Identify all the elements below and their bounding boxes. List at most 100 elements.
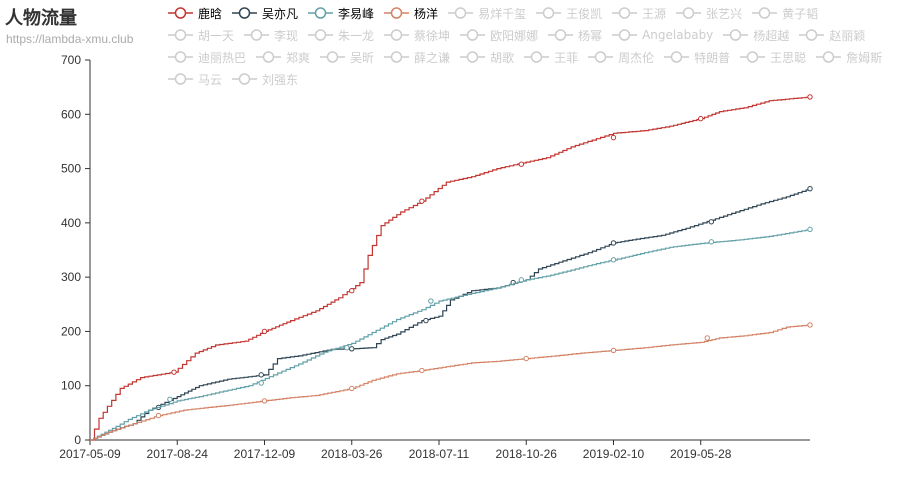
y-tick-label: 500: [61, 162, 81, 176]
legend-line-circle-icon: [460, 51, 486, 63]
legend-item[interactable]: 张艺兴: [676, 2, 742, 24]
legend-label: 薛之谦: [414, 50, 451, 65]
legend-label: 鹿晗: [198, 6, 223, 21]
chart-title: 人物流量: [5, 8, 77, 29]
legend-item[interactable]: 易烊千玺: [448, 2, 526, 24]
legend-line-circle-icon: [168, 7, 193, 19]
legend-line-circle-icon: [536, 7, 562, 19]
legend-item[interactable]: 胡一天: [168, 24, 234, 46]
series-point-3: [610, 257, 617, 263]
series-point-2: [610, 240, 617, 246]
legend-item[interactable]: 迪丽热巴: [168, 46, 246, 68]
series-point-2: [423, 317, 429, 324]
legend-line-circle-icon: [816, 51, 842, 63]
legend-label: Angelababy: [642, 28, 714, 42]
legend-item[interactable]: 王俊凯: [536, 2, 602, 24]
legend-item[interactable]: 王源: [612, 2, 666, 24]
x-tick-label: 2017-12-09: [234, 447, 296, 461]
series-point-1: [261, 328, 268, 335]
x-tick-label: 2018-10-26: [496, 447, 558, 461]
legend-label: 王俊凯: [566, 6, 603, 21]
legend-label: 吴亦凡: [262, 6, 299, 21]
legend-item[interactable]: 吴亦凡: [232, 2, 298, 24]
legend-label: 郑爽: [286, 50, 311, 65]
legend-label: 周杰伦: [618, 50, 655, 65]
legend-label: 杨洋: [414, 6, 439, 21]
legend-label: 易烊千玺: [478, 6, 527, 21]
legend-label: 特朗普: [694, 50, 731, 65]
legend-item[interactable]: 胡歌: [460, 46, 514, 68]
legend-line-circle-icon: [244, 29, 270, 41]
series-line-1: [90, 96, 811, 441]
legend-item[interactable]: 朱一龙: [308, 24, 374, 46]
series-line-2: [90, 188, 811, 441]
series-point-3: [344, 345, 350, 351]
legend-label: 王源: [642, 6, 667, 21]
legend-item[interactable]: 杨洋: [384, 2, 438, 24]
legend-label: 胡一天: [198, 28, 235, 43]
legend-line-circle-icon: [320, 51, 346, 63]
legend-line-circle-icon: [548, 29, 574, 41]
legend-label: 马云: [198, 72, 223, 87]
legend-item[interactable]: 黄子韬: [752, 2, 818, 24]
legend-item[interactable]: 王思聪: [740, 46, 806, 68]
legend-item[interactable]: 赵丽颖: [799, 24, 865, 46]
series-point-4: [807, 322, 813, 328]
y-tick-label: 400: [61, 216, 81, 230]
legend-label: 蔡徐坤: [414, 28, 451, 43]
x-tick-label: 2017-08-24: [147, 447, 209, 461]
legend-line-circle-icon: [308, 29, 334, 41]
legend-item[interactable]: 马云: [168, 68, 222, 90]
legend-label: 胡歌: [490, 50, 515, 65]
x-tick-label: 2018-03-26: [321, 447, 383, 461]
legend-item[interactable]: 特朗普: [664, 46, 730, 68]
legend-line-circle-icon: [723, 29, 749, 41]
legend-item[interactable]: 欧阳娜娜: [460, 24, 538, 46]
legend-item[interactable]: 詹姆斯: [816, 46, 882, 68]
legend-item[interactable]: 薛之谦: [384, 46, 450, 68]
legend-item[interactable]: 鹿晗: [168, 2, 222, 24]
legend-item[interactable]: 杨超越: [723, 24, 789, 46]
legend-label: 李现: [274, 28, 299, 43]
legend-item[interactable]: 吴昕: [320, 46, 374, 68]
legend-item[interactable]: 郑爽: [256, 46, 310, 68]
legend-label: 刘强东: [262, 72, 299, 87]
legend-line-circle-icon: [256, 51, 282, 63]
legend-item[interactable]: 王菲: [524, 46, 578, 68]
series-point-3: [708, 239, 715, 245]
legend-line-circle-icon: [612, 29, 638, 41]
legend-label: 朱一龙: [338, 28, 375, 43]
legend-line-circle-icon: [524, 51, 550, 63]
series-point-3: [518, 277, 525, 283]
legend-item[interactable]: 刘强东: [232, 68, 298, 90]
legend-line-circle-icon: [232, 73, 258, 85]
series-point-2: [258, 372, 264, 378]
y-tick-label: 600: [61, 107, 81, 121]
legend-item[interactable]: Angelababy: [612, 24, 713, 46]
series-point-3: [807, 226, 813, 233]
series-point-4: [523, 355, 529, 362]
series-point-2: [708, 219, 715, 225]
legend-label: 欧阳娜娜: [490, 28, 539, 43]
legend-item[interactable]: 周杰伦: [588, 46, 654, 68]
series-point-4: [349, 385, 355, 392]
legend-item[interactable]: 李易峰: [308, 2, 374, 24]
legend-item[interactable]: 杨幂: [548, 24, 602, 46]
legend-item[interactable]: 蔡徐坤: [384, 24, 450, 46]
legend-line-circle-icon: [168, 29, 193, 41]
series-point-1: [807, 94, 813, 100]
y-tick-label: 100: [61, 379, 81, 393]
series-point-1: [698, 115, 704, 122]
legend-line-circle-icon: [448, 7, 474, 19]
legend-item[interactable]: 李现: [244, 24, 298, 46]
series-point-1: [518, 161, 525, 167]
series-point-2: [349, 346, 355, 352]
x-tick-label: 2017-05-09: [59, 447, 121, 461]
legend-label: 杨幂: [578, 28, 603, 43]
legend-line-circle-icon: [168, 51, 193, 63]
series-point-1: [419, 198, 425, 204]
legend-line-circle-icon: [232, 7, 258, 19]
y-tick-label: 700: [61, 53, 81, 67]
x-tick-label: 2018-07-11: [409, 447, 470, 461]
